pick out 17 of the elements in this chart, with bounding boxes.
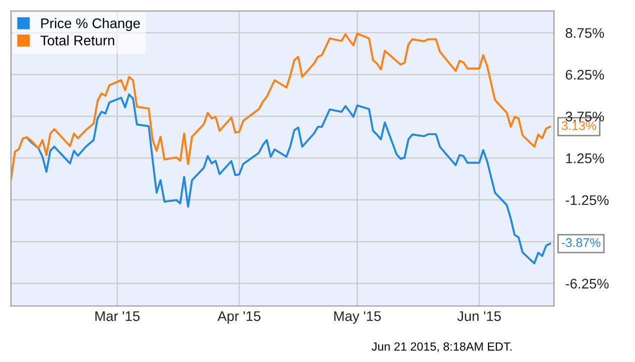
y-tick-label: 3.75%: [566, 112, 604, 122]
x-tick-label: Mar '15: [95, 311, 140, 322]
line-series: [26, 93, 552, 264]
text: Jun 21 2015, 8:18AM EDT.: [372, 342, 512, 352]
x-tick-label: Apr '15: [217, 311, 260, 324]
line-series: [11, 32, 552, 180]
x-tick-label: May '15: [334, 311, 381, 324]
y-tick-label: -6.25%: [566, 278, 609, 289]
legend-label: Total Return: [40, 35, 114, 46]
y-tick-label: 6.25%: [566, 70, 604, 80]
x-tick-label: Jun '15: [457, 311, 501, 322]
annotation: 3.13%: [562, 121, 596, 130]
legend-label: Price % Change: [41, 18, 140, 31]
annotation: -3.87%: [562, 238, 600, 248]
y-tick-label: -1.25%: [566, 195, 609, 206]
y-tick-label: 8.75%: [566, 28, 604, 38]
y-tick-label: 1.25%: [566, 153, 604, 164]
